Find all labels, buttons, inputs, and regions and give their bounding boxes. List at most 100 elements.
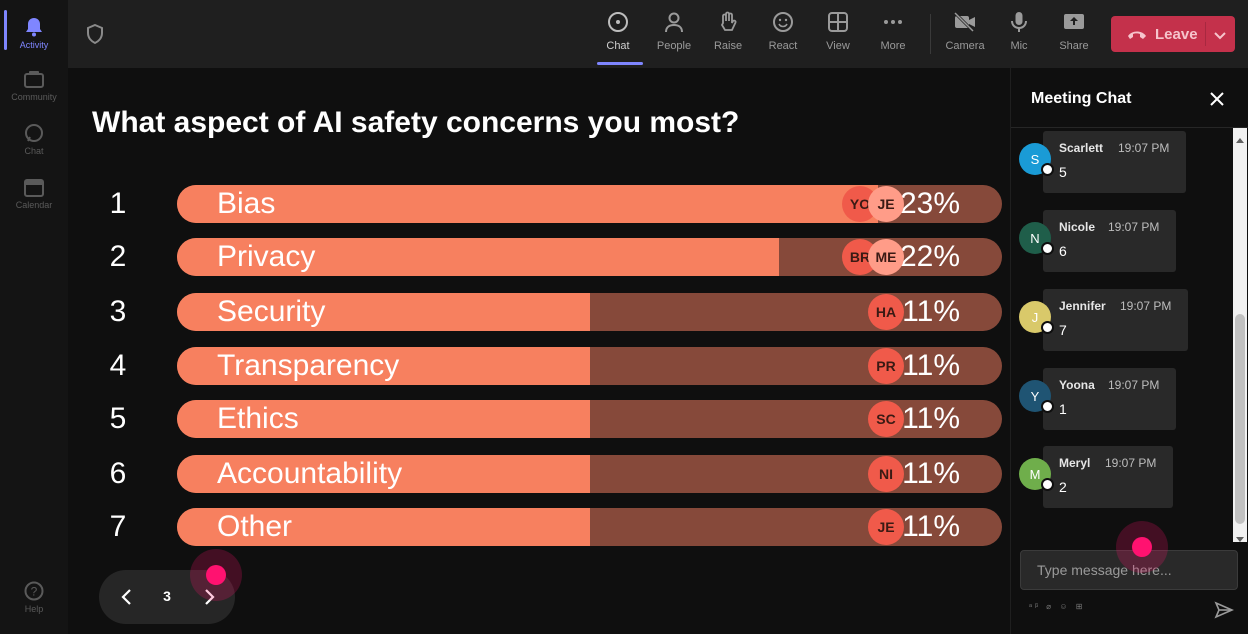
toolbar-label: Raise	[713, 40, 743, 52]
chat-format-tools[interactable]: ᵃᵝ ⌀ ☺ ⊞	[1029, 602, 1086, 611]
toolbar-share-button[interactable]: Share	[1047, 10, 1101, 60]
message-text: 5	[1059, 164, 1067, 180]
option-percent: 22%	[899, 240, 960, 273]
option-bar-fill	[177, 347, 590, 385]
close-icon[interactable]	[1208, 90, 1226, 108]
option-bar: Accountability 11% NI	[177, 455, 1002, 493]
poll-option-row: 7 Other 11% JE	[68, 508, 1010, 546]
sender-name: Nicole	[1059, 220, 1096, 234]
toolbar-people-button[interactable]: People	[647, 10, 701, 60]
message-bubble: Yoona 19:07 PM 1	[1043, 368, 1176, 430]
active-tab-indicator	[597, 62, 643, 65]
chevron-left-icon[interactable]	[115, 585, 139, 609]
svg-text:?: ?	[31, 584, 38, 598]
message-time: 19:07 PM	[1118, 141, 1170, 155]
community-icon	[24, 69, 44, 89]
rail-active-indicator	[4, 10, 7, 50]
toolbar-react-button[interactable]: React	[756, 10, 810, 60]
rail-item-activity[interactable]: Activity	[0, 8, 68, 58]
people-icon	[662, 10, 686, 34]
message-text: 6	[1059, 243, 1067, 259]
toolbar-label: View	[826, 40, 850, 52]
option-bar: Bias 23% YO JE	[177, 185, 1002, 223]
rail-item-calendar[interactable]: Calendar	[0, 168, 68, 218]
sender-name: Scarlett	[1059, 141, 1104, 155]
send-icon[interactable]	[1214, 600, 1234, 620]
option-bar-fill	[177, 238, 780, 276]
presence-status-icon	[1041, 400, 1054, 413]
option-bar: Transparency 11% PR	[177, 347, 1002, 385]
option-percent: 11%	[902, 349, 960, 382]
scroll-thumb[interactable]	[1235, 314, 1245, 524]
rail-item-community[interactable]: Community	[0, 60, 68, 110]
voter-avatar: SC	[868, 401, 904, 437]
poll-option-row: 6 Accountability 11% NI	[68, 455, 1010, 493]
chat-message-input[interactable]: Type message here...	[1020, 550, 1238, 590]
cursor-highlight	[1116, 521, 1168, 573]
message-bubble: Scarlett 19:07 PM 5	[1043, 131, 1186, 193]
option-label: Bias	[217, 187, 276, 220]
shield-icon[interactable]	[86, 23, 104, 49]
message-time: 19:07 PM	[1108, 378, 1160, 392]
option-number: 1	[109, 187, 127, 220]
voter-avatar: NI	[868, 456, 904, 492]
option-label: Transparency	[217, 349, 400, 382]
option-bar: Other 11% JE	[177, 508, 1002, 546]
meeting-chat-panel: Meeting Chat Scarlett 19:07 PM 5 S Nicole 19:…	[1010, 68, 1248, 634]
camera-off-icon	[953, 10, 977, 34]
option-number: 5	[109, 402, 127, 435]
toolbar-label: More	[880, 40, 906, 52]
voter-avatar: JE	[868, 509, 904, 545]
presence-status-icon	[1041, 321, 1054, 334]
sender-name: Yoona	[1059, 378, 1095, 392]
scroll-up-icon[interactable]	[1236, 132, 1244, 143]
rail-item-chat[interactable]: Chat	[0, 114, 68, 164]
voter-avatar: ME	[868, 239, 904, 275]
option-number: 2	[109, 240, 127, 273]
leave-button[interactable]: Leave	[1111, 16, 1235, 52]
chat-icon	[606, 10, 630, 34]
rail-item-label: Activity	[19, 39, 49, 50]
presence-status-icon	[1041, 242, 1054, 255]
toolbar-view-button[interactable]: View	[811, 10, 865, 60]
option-number: 6	[109, 457, 127, 490]
grid-icon	[826, 10, 850, 34]
chat-scrollbar[interactable]	[1233, 128, 1247, 542]
toolbar-chat-button[interactable]: Chat	[591, 10, 645, 60]
chevron-down-icon[interactable]	[1213, 28, 1227, 46]
option-percent: 11%	[902, 510, 960, 543]
poll-option-row: 1 Bias 23% YO JE	[68, 185, 1010, 223]
option-number: 3	[109, 295, 127, 328]
sender-name: Jennifer	[1059, 299, 1106, 313]
option-label: Other	[217, 510, 293, 543]
option-bar-fill	[177, 293, 590, 331]
toolbar-mic-button[interactable]: Mic	[992, 10, 1046, 60]
option-label: Accountability	[217, 457, 403, 490]
toolbar-camera-button[interactable]: Camera	[938, 10, 992, 60]
mic-icon	[1007, 10, 1031, 34]
bell-icon	[24, 17, 44, 37]
option-label: Privacy	[217, 240, 316, 273]
left-rail: Activity Community Chat Calendar ? Help	[0, 0, 69, 634]
chat-bubble-icon	[24, 123, 44, 143]
rail-item-help[interactable]: ? Help	[0, 572, 68, 622]
toolbar-more-button[interactable]: More	[866, 10, 920, 60]
meeting-toolbar: Chat People Raise React View	[68, 0, 1248, 68]
voter-avatar: JE	[868, 186, 904, 222]
option-percent: 11%	[902, 457, 960, 490]
toolbar-label: React	[768, 40, 798, 52]
help-icon: ?	[24, 581, 44, 601]
chevron-right-icon[interactable]	[197, 585, 221, 609]
message-text: 2	[1059, 479, 1067, 495]
option-bar-fill	[177, 400, 590, 438]
scroll-down-icon[interactable]	[1236, 530, 1244, 542]
message-time: 19:07 PM	[1105, 456, 1157, 470]
option-label: Security	[217, 295, 326, 328]
option-percent: 11%	[902, 402, 960, 435]
rail-item-label: Community	[11, 91, 57, 102]
poll-option-row: 4 Transparency 11% PR	[68, 347, 1010, 385]
toolbar-raise-button[interactable]: Raise	[701, 10, 755, 60]
more-icon	[881, 10, 905, 34]
option-bar: Ethics 11% SC	[177, 400, 1002, 438]
presence-status-icon	[1041, 163, 1054, 176]
